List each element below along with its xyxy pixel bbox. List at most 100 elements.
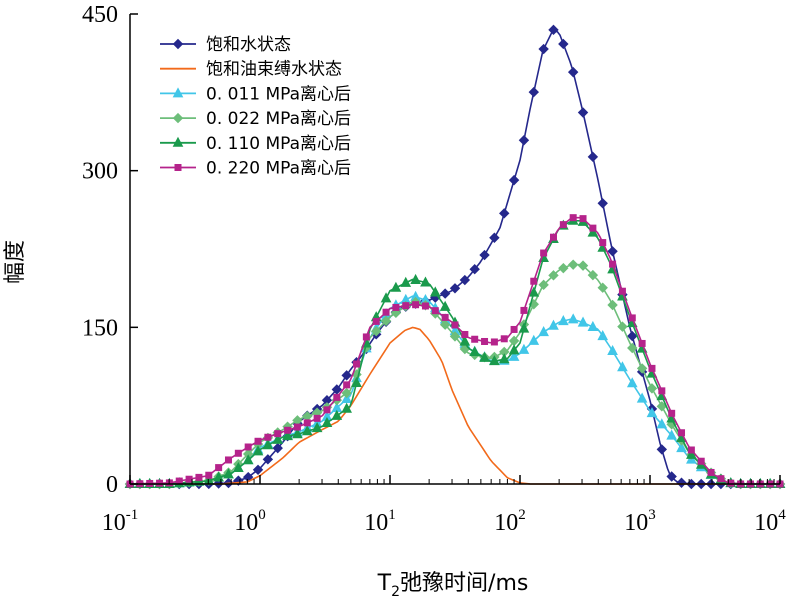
series-3-point	[597, 330, 609, 341]
series-3-point	[341, 392, 352, 404]
series-1-point	[459, 274, 471, 286]
series-6-point	[284, 426, 292, 434]
legend-swatch-marker	[172, 136, 184, 147]
series-6-point	[717, 475, 725, 483]
series-1-point	[272, 442, 283, 454]
series-5-point	[410, 273, 421, 284]
series-5-point	[469, 345, 481, 357]
series-5-point	[351, 376, 362, 387]
series-1-point	[597, 198, 608, 209]
series-5-point	[508, 344, 520, 355]
legend-item: 饱和水状态	[160, 35, 291, 55]
series-5-point	[311, 422, 323, 433]
series-6-point	[402, 302, 410, 310]
series-5-point	[498, 353, 510, 364]
series-5-point	[686, 448, 697, 459]
series-3-point	[587, 320, 599, 331]
series-6-point	[185, 475, 193, 483]
series-6-point	[510, 325, 518, 333]
legend-swatch-marker	[172, 112, 184, 124]
x-tick-label-base: 10	[234, 510, 258, 536]
series-5-point	[292, 428, 303, 439]
series-1-point	[666, 471, 677, 482]
series-5-point	[233, 461, 244, 473]
series-4-point	[646, 383, 658, 394]
series-6-point	[500, 335, 508, 343]
series-5-point	[459, 335, 471, 346]
series-5-point	[272, 433, 284, 444]
legend-label: 0. 011 MPa离心后	[206, 84, 351, 104]
series-6-point	[579, 215, 587, 223]
series-5	[124, 214, 786, 488]
series-6-point	[628, 314, 636, 322]
series-1-point	[469, 263, 480, 275]
series-3-point	[577, 316, 589, 327]
series-6-point	[549, 233, 557, 241]
series-3-point	[636, 392, 648, 403]
series-5-point	[429, 286, 441, 297]
series-6-point	[569, 214, 577, 222]
series-6-point	[589, 224, 597, 232]
series-6-point	[254, 437, 262, 445]
series-6-point	[530, 277, 538, 285]
y-axis-title: 幅度	[3, 240, 28, 284]
series-5-point	[400, 276, 412, 287]
series-1-point	[439, 288, 451, 299]
series-6-point	[392, 303, 400, 311]
legend-item: 饱和油束缚水状态	[160, 60, 342, 80]
series-5-point	[587, 226, 599, 237]
series-5-point	[341, 402, 352, 413]
series-5-point	[479, 351, 490, 362]
series-3-point	[528, 334, 540, 345]
series-5-point	[223, 468, 234, 479]
x-axis-title-base: T	[377, 571, 392, 596]
series-3-point	[617, 361, 628, 372]
series-4-point	[341, 387, 352, 399]
series-1-point	[262, 454, 274, 465]
series-4-point	[371, 325, 382, 337]
series-6-point	[234, 449, 242, 457]
series-6-point	[648, 364, 656, 372]
series-6-point	[156, 479, 164, 487]
y-tick-label: 0	[106, 472, 118, 498]
series-5-point	[321, 416, 333, 427]
series-4-point	[597, 282, 608, 293]
series-5-point	[439, 300, 451, 311]
series-1-point	[627, 330, 638, 342]
series-5-point	[390, 281, 402, 292]
series-6-point	[678, 429, 686, 437]
series-3-point	[676, 442, 687, 453]
x-tick-label: 102	[494, 507, 526, 536]
series-6-point	[481, 337, 489, 345]
series-3-point	[567, 313, 579, 324]
series-5-point	[331, 409, 343, 420]
legend-label: 0. 220 MPa离心后	[206, 159, 351, 179]
series-1-point	[489, 232, 500, 243]
series-6-point	[224, 456, 232, 464]
series-6-point	[323, 406, 331, 414]
x-tick-label-base: 10	[624, 510, 648, 536]
series-5-point	[262, 439, 274, 450]
series-1-point	[518, 135, 530, 146]
series-3-point	[656, 418, 668, 429]
series-6-point	[609, 260, 617, 268]
legend-swatch-marker	[172, 38, 184, 50]
series-6-point	[412, 301, 420, 309]
series-6-point	[293, 423, 301, 431]
series-4-point	[627, 342, 638, 354]
series-6-point	[431, 307, 439, 315]
series-1-point	[567, 66, 579, 78]
series-6-point	[687, 446, 695, 454]
series-6-point	[421, 302, 429, 310]
series-4-point	[567, 259, 579, 270]
series-1-point	[528, 86, 539, 98]
series-3-point	[518, 343, 530, 354]
series-4-point	[617, 321, 628, 332]
legend-item: 0. 220 MPa离心后	[160, 159, 351, 179]
series-6-point	[205, 471, 213, 479]
legend-label: 0. 110 MPa离心后	[206, 134, 351, 154]
x-tick-label: 101	[364, 507, 396, 536]
x-tick-label-exponent: 0	[258, 507, 266, 523]
